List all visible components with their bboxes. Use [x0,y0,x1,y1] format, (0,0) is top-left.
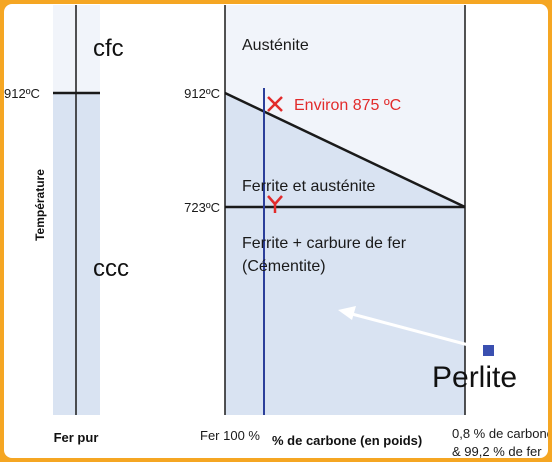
phase-diagram: 912ºC cfc ccc Température Fer pur 912ºC … [4,5,548,458]
perlite-marker-icon [483,345,494,356]
marker-label: Environ 875 ºC [294,97,401,114]
austenite-region [225,5,465,207]
x-marker-icon [267,96,283,112]
right-tick-912: 912ºC [184,86,220,101]
region-austenite-label: Austénite [242,37,309,54]
perlite-label: Perlite [432,361,517,394]
perlite-arrow-icon [338,306,477,349]
left-x-axis-label: Fer pur [54,430,99,445]
region-lower-label-1: Ferrite + carbure de fer [242,235,407,252]
phase-label-cfc: cfc [93,35,124,62]
y-axis-label: Température [33,169,47,241]
y-marker-icon [267,195,283,213]
right-tick-723: 723ºC [184,200,220,215]
phase-label-ccc: ccc [93,255,129,282]
diagram-frame: 912ºC cfc ccc Température Fer pur 912ºC … [4,4,548,458]
x-axis-title: % de carbone (en poids) [272,433,422,448]
x-axis-left-label: Fer 100 % [200,428,260,443]
left-temp-tick: 912ºC [4,86,40,101]
region-lower-label-2: (Cémentite) [242,258,326,275]
x-axis-right-label-2: & 99,2 % de fer [452,444,542,458]
x-axis-right-label-1: 0,8 % de carbone [452,426,548,441]
region-mixed-label: Ferrite et austénite [242,178,376,195]
